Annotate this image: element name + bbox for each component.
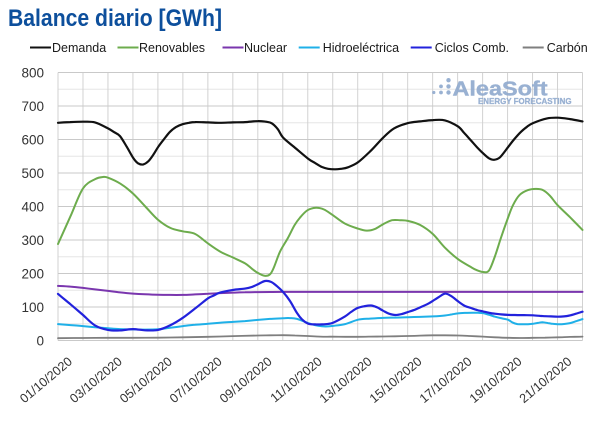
- svg-text:800: 800: [21, 65, 44, 80]
- svg-text:200: 200: [21, 266, 44, 281]
- svg-text:Nuclear: Nuclear: [244, 41, 287, 55]
- svg-text:Demanda: Demanda: [52, 41, 106, 55]
- svg-text:600: 600: [21, 132, 44, 147]
- svg-text:Carbón: Carbón: [547, 41, 588, 55]
- svg-text:Ciclos Comb.: Ciclos Comb.: [435, 41, 509, 55]
- svg-text:Renovables: Renovables: [139, 41, 205, 55]
- svg-text:500: 500: [21, 166, 44, 181]
- svg-text:400: 400: [21, 199, 44, 214]
- svg-text:100: 100: [21, 300, 44, 315]
- svg-text:300: 300: [21, 233, 44, 248]
- svg-text:ENERGY FORECASTING: ENERGY FORECASTING: [478, 96, 572, 106]
- svg-text:700: 700: [21, 99, 44, 114]
- svg-text:Balance diario [GWh]: Balance diario [GWh]: [8, 5, 222, 32]
- svg-text:AleaSoft: AleaSoft: [453, 79, 548, 101]
- svg-text:Hidroeléctrica: Hidroeléctrica: [323, 41, 399, 55]
- svg-text:0: 0: [36, 333, 44, 348]
